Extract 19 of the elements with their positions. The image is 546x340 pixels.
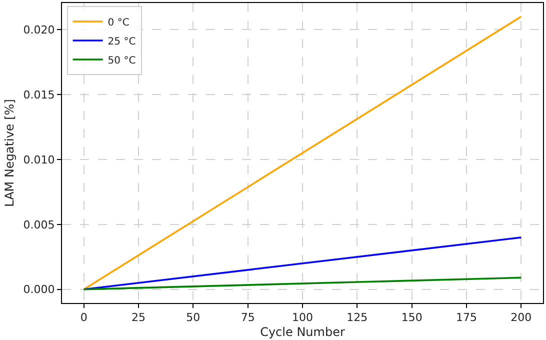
x-axis-title: Cycle Number [260,325,345,340]
y-axis-title: LAM Negative [%] [2,99,17,207]
y-tick-label: 0.020 [23,23,55,36]
x-tick-label: 125 [346,311,368,324]
y-tick-label: 0.005 [23,218,55,232]
x-tick-label: 150 [401,311,422,324]
x-tick-label: 0 [80,311,88,324]
y-tick-label: 0.000 [23,283,55,296]
x-tick-label: 200 [510,311,532,324]
x-tick-label: 175 [456,311,477,324]
x-tick-label: 100 [292,311,313,324]
x-tick-label: 75 [240,311,255,324]
y-tick-label: 0.015 [23,88,55,102]
y-tick-label: 0.010 [23,153,55,166]
legend-label: 50 °C [108,55,136,66]
legend-label: 0 °C [108,17,130,28]
x-tick-label: 25 [132,311,146,324]
x-tick-label: 50 [186,311,200,324]
legend-label: 25 °C [108,36,136,48]
